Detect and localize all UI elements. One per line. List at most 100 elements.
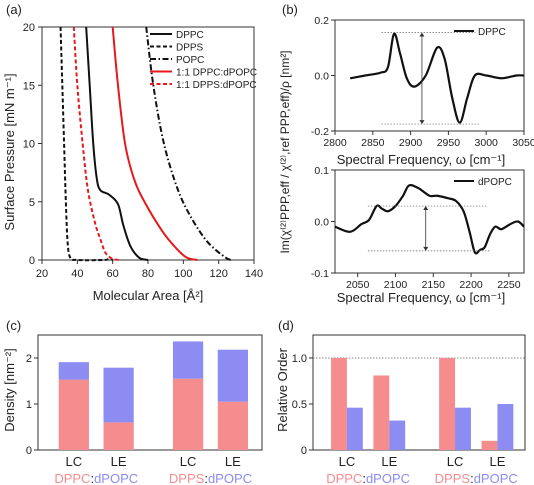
panel-a-x-tick-label: 40	[71, 268, 83, 280]
panel-a-series-line	[59, 26, 114, 262]
panel-b-x-tick-label: 2150	[422, 279, 446, 291]
panel-b-x-tick-label: 2950	[437, 137, 461, 149]
panel-a-y-tick-label: 15	[23, 80, 35, 92]
panel-a-series-line	[85, 26, 149, 261]
panel-d-x-tick-label: LC	[447, 454, 464, 469]
panel-c-y-tick-label: 1	[26, 399, 32, 411]
panel-d-bar-second	[455, 407, 471, 450]
panel-b-spectrum-line	[334, 183, 525, 255]
panel-a-legend-label: DPPS	[176, 43, 204, 54]
panel-b-x-tick-label: 3050	[512, 137, 534, 149]
panel-c-x-tick-label: LE	[225, 454, 241, 469]
panel-d-frame	[312, 334, 526, 451]
panel-label-c: (c)	[6, 318, 21, 333]
panel-c-frame	[37, 334, 263, 451]
panel-b-sfg-spectra: 2800 2850 2900 2950 3000 3050 -0.2 0.0 0.2 DPPC 2…	[278, 15, 534, 305]
panel-label-d: (d)	[278, 318, 294, 333]
panel-c-group-label-colon: :	[90, 471, 94, 485]
panel-d-bar-first	[439, 358, 456, 450]
panel-d-bar-second	[389, 420, 406, 450]
panel-d-bar-second	[497, 404, 514, 450]
panel-b-x-tick-label: 2100	[384, 279, 408, 291]
panel-c-bar-top	[58, 362, 89, 380]
panel-c-bar-top	[172, 341, 204, 379]
panel-b-x-tick-label: 2800	[323, 137, 347, 149]
panel-d-group-label-colon: :	[470, 471, 474, 485]
panel-c-group-label-second: dPOPC	[208, 471, 252, 485]
panel-a-x-tick-label: 140	[245, 268, 263, 280]
panel-c-ylabel: Density [nm⁻²]	[2, 348, 17, 431]
panel-a-legend-label: POPC	[176, 55, 204, 66]
panel-a-x-tick-label: 100	[174, 268, 192, 280]
panel-d-x-tick-label: LC	[339, 454, 356, 469]
panel-b-xlabel-bottom: Spectral Frequency, ω [cm⁻¹]	[337, 290, 506, 305]
panel-a-x-tick-label: 80	[142, 268, 154, 280]
panel-a-y-tick-label: 5	[29, 197, 35, 209]
panel-c-x-tick-label: LC	[66, 454, 83, 469]
panel-b-arrow-head	[423, 206, 429, 211]
panel-d-y-tick-label: 1.0	[292, 353, 307, 365]
panel-c-bar-bottom	[103, 422, 134, 450]
panel-c-group-label-second: dPOPC	[94, 471, 138, 485]
panel-c-bar-top	[103, 367, 134, 423]
panel-b-x-tick-label: 2850	[361, 137, 385, 149]
panel-d-bar-first	[373, 375, 390, 450]
panel-c-group-label: DPPS:dPOPC	[169, 471, 252, 485]
panel-b-arrow-head	[419, 32, 425, 37]
panel-c-group-label-colon: :	[204, 471, 208, 485]
panel-a-y-tick-label: 10	[23, 139, 35, 151]
panel-b-y-tick-label: -0.2	[311, 126, 329, 138]
panel-label-a: (a)	[6, 2, 22, 17]
panel-d-group-label: DPPS:dPOPC	[435, 471, 518, 485]
panel-a-y-tick-label: 0	[29, 255, 35, 267]
panel-b-y-tick-label: 0.0	[314, 217, 329, 229]
panel-a-legend-label: DPPC	[176, 30, 204, 41]
panel-c-y-tick-label: 2	[26, 353, 32, 365]
panel-b-x-tick-label: 2050	[346, 279, 370, 291]
panel-d-x-tick-label: LE	[489, 454, 505, 469]
panel-b-y-tick-label: 0.1	[314, 165, 329, 177]
panel-d-y-tick-label: 0	[301, 445, 307, 457]
panel-a-x-tick-label: 60	[107, 268, 119, 280]
panel-c-y-tick-label: 0	[26, 445, 32, 457]
panel-d-group-label-second: dPOPC	[366, 471, 410, 485]
panel-c-bar-bottom	[172, 378, 204, 450]
panel-a-ylabel: Surface Pressure [mN m⁻¹]	[2, 73, 17, 230]
panel-d-group-label-first: DPPC	[326, 471, 362, 485]
panel-b-y-tick-label: 0.0	[314, 71, 329, 83]
panel-a-x-tick-label: 120	[209, 268, 227, 280]
panel-b-legend-label: dPOPC	[478, 177, 512, 188]
panel-b-x-tick-label: 2900	[399, 137, 423, 149]
panel-b-y-tick-label: 0.2	[314, 15, 329, 27]
panel-c-bar-bottom	[217, 401, 248, 450]
panel-d-x-tick-label: LE	[381, 454, 397, 469]
panel-a-y-tick-label: 20	[23, 22, 35, 34]
panel-a-series-line	[111, 26, 198, 261]
panel-c-x-tick-label: LE	[111, 454, 127, 469]
panel-a-x-tick-label: 20	[36, 268, 48, 280]
panel-b-spectrum-line	[349, 32, 525, 124]
panel-c-group-label-first: DPPC	[54, 471, 90, 485]
panel-label-b: (b)	[282, 2, 298, 17]
panel-c-bar-top	[217, 349, 248, 402]
panel-d-bar-first	[331, 358, 347, 450]
panel-b-legend-label: DPPC	[478, 27, 506, 38]
panel-d-group-label-first: DPPS	[435, 471, 471, 485]
panel-b-arrow-head	[419, 120, 425, 125]
panel-b-x-tick-label: 2250	[497, 279, 521, 291]
panel-c-group-label-first: DPPS	[169, 471, 205, 485]
panel-b-x-tick-label: 3000	[475, 137, 499, 149]
panel-a-legend-label: 1:1 DPPS:dPOPC	[176, 80, 257, 91]
panel-d-group-label-colon: :	[362, 471, 366, 485]
panel-d-ylabel: Relative Order	[275, 347, 290, 431]
panel-a-xlabel: Molecular Area [Å²]	[93, 288, 204, 303]
panel-d-group-label-second: dPOPC	[474, 471, 518, 485]
panel-a-legend-label: 1:1 DPPC:dPOPC	[176, 68, 257, 79]
panel-b-x-tick-label: 2200	[459, 279, 483, 291]
panel-c-bar-bottom	[58, 379, 89, 450]
